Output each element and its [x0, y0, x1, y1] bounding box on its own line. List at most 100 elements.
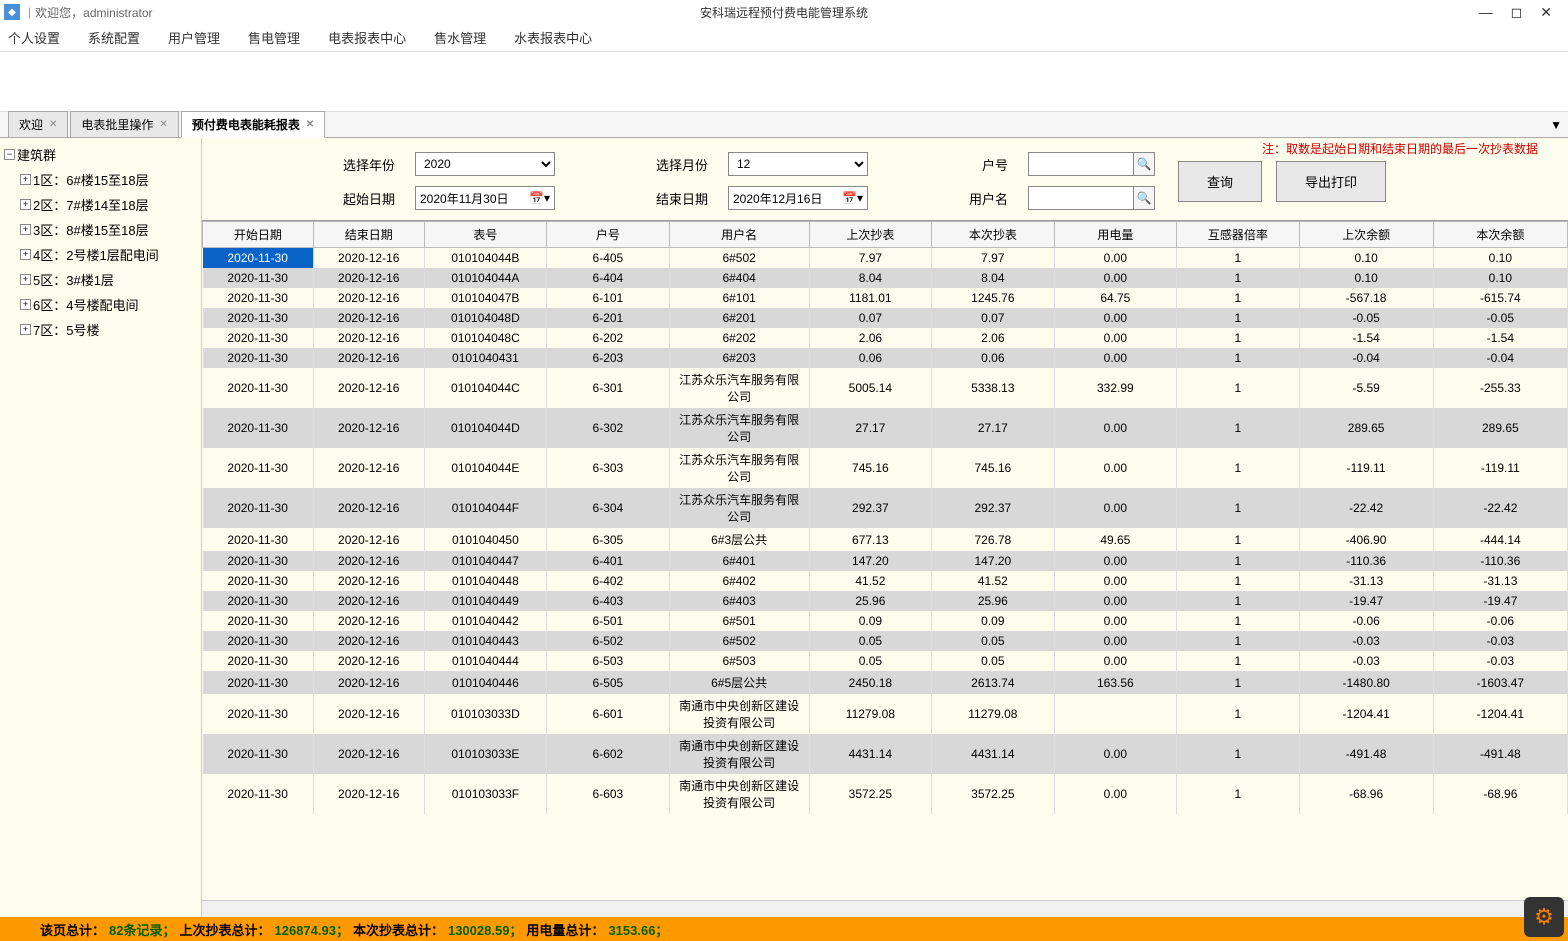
tab[interactable]: 电表批里操作✕	[70, 111, 178, 137]
close-button[interactable]: ✕	[1540, 4, 1552, 21]
table-row[interactable]: 2020-11-302020-12-16010103033E6-602南通市中央…	[203, 734, 1568, 774]
table-cell: 0.00	[1054, 734, 1176, 774]
table-row[interactable]: 2020-11-302020-12-1601010404476-4016#401…	[203, 551, 1568, 571]
table-row[interactable]: 2020-11-302020-12-1601010404446-5036#503…	[203, 651, 1568, 671]
column-header[interactable]: 上次抄表	[809, 222, 931, 248]
menu-item[interactable]: 电表报表中心	[328, 28, 406, 47]
horizontal-scrollbar[interactable]	[202, 900, 1568, 917]
close-icon[interactable]: ✕	[159, 119, 167, 130]
query-button[interactable]: 查询	[1178, 161, 1262, 202]
table-row[interactable]: 2020-11-302020-12-16010103033D6-601南通市中央…	[203, 694, 1568, 734]
table-row[interactable]: 2020-11-302020-12-1601010404436-5026#502…	[203, 631, 1568, 651]
table-cell: 0.00	[1054, 651, 1176, 671]
table-row[interactable]: 2020-11-302020-12-16010104048C6-2026#202…	[203, 328, 1568, 348]
table-row[interactable]: 2020-11-302020-12-1601010404506-3056#3层公…	[203, 528, 1568, 551]
close-icon[interactable]: ✕	[49, 119, 57, 130]
menu-item[interactable]: 个人设置	[8, 28, 60, 47]
tab[interactable]: 预付费电表能耗报表✕	[181, 111, 325, 138]
year-select[interactable]: 2020	[415, 152, 555, 176]
table-row[interactable]: 2020-11-302020-12-16010103033F6-603南通市中央…	[203, 774, 1568, 814]
table-cell: 6#404	[669, 268, 809, 288]
table-cell: 2020-12-16	[313, 308, 424, 328]
column-header[interactable]: 本次余额	[1433, 222, 1567, 248]
table-cell: 2020-12-16	[313, 651, 424, 671]
expand-icon[interactable]: +	[20, 224, 31, 235]
table-row[interactable]: 2020-11-302020-12-16010104047B6-1016#101…	[203, 288, 1568, 308]
account-search-icon[interactable]: 🔍	[1133, 152, 1155, 176]
table-row[interactable]: 2020-11-302020-12-1601010404426-5016#501…	[203, 611, 1568, 631]
tree-node[interactable]: +2区：7#楼14至18层	[0, 192, 201, 217]
expand-icon[interactable]: +	[20, 249, 31, 260]
table-row[interactable]: 2020-11-302020-12-16010104044E6-303江苏众乐汽…	[203, 448, 1568, 488]
table-row[interactable]: 2020-11-302020-12-16010104044F6-304江苏众乐汽…	[203, 488, 1568, 528]
tree-node[interactable]: +4区：2号楼1层配电间	[0, 242, 201, 267]
table-row[interactable]: 2020-11-302020-12-1601010404466-5056#5层公…	[203, 671, 1568, 694]
table-cell: 0.06	[932, 348, 1054, 368]
menu-item[interactable]: 用户管理	[168, 28, 220, 47]
table-cell: 6-505	[547, 671, 669, 694]
table-row[interactable]: 2020-11-302020-12-1601010404316-2036#203…	[203, 348, 1568, 368]
maximize-button[interactable]: ◻	[1511, 4, 1523, 21]
table-cell: 5338.13	[932, 368, 1054, 408]
table-row[interactable]: 2020-11-302020-12-16010104044C6-301江苏众乐汽…	[203, 368, 1568, 408]
tabs-dropdown-icon[interactable]: ▼	[1550, 118, 1562, 132]
export-button[interactable]: 导出打印	[1276, 161, 1386, 202]
username-search-icon[interactable]: 🔍	[1133, 186, 1155, 210]
column-header[interactable]: 本次抄表	[932, 222, 1054, 248]
tab[interactable]: 欢迎✕	[8, 111, 68, 137]
table-cell: -0.04	[1433, 348, 1567, 368]
tree-node[interactable]: +5区：3#楼1层	[0, 267, 201, 292]
table-row[interactable]: 2020-11-302020-12-1601010404486-4026#402…	[203, 571, 1568, 591]
table-cell: 25.96	[932, 591, 1054, 611]
minimize-button[interactable]: —	[1479, 4, 1493, 21]
expand-icon[interactable]: +	[20, 274, 31, 285]
tree-root[interactable]: − 建筑群	[0, 142, 201, 167]
menu-item[interactable]: 售电管理	[248, 28, 300, 47]
expand-icon[interactable]: +	[20, 199, 31, 210]
calendar-icon[interactable]: 📅▾	[842, 191, 863, 205]
start-date-label: 起始日期	[262, 189, 395, 208]
table-cell: 0101040447	[424, 551, 546, 571]
column-header[interactable]: 用户名	[669, 222, 809, 248]
table-cell: 1	[1177, 328, 1299, 348]
content-panel: 注：取数是起始日期和结束日期的最后一次抄表数据 选择年份 2020 选择月份 1…	[202, 138, 1568, 917]
column-header[interactable]: 户号	[547, 222, 669, 248]
menu-item[interactable]: 系统配置	[88, 28, 140, 47]
column-header[interactable]: 结束日期	[313, 222, 424, 248]
table-row[interactable]: 2020-11-302020-12-16010104044D6-302江苏众乐汽…	[203, 408, 1568, 448]
table-row[interactable]: 2020-11-302020-12-1601010404496-4036#403…	[203, 591, 1568, 611]
end-date-input[interactable]: 2020年12月16日📅▾	[728, 186, 868, 210]
table-cell: -1.54	[1433, 328, 1567, 348]
table-cell: 6-403	[547, 591, 669, 611]
tree-node[interactable]: +6区：4号楼配电间	[0, 292, 201, 317]
start-date-input[interactable]: 2020年11月30日📅▾	[415, 186, 555, 210]
account-input[interactable]	[1028, 152, 1133, 176]
table-wrap[interactable]: 开始日期结束日期表号户号用户名上次抄表本次抄表用电量互感器倍率上次余额本次余额 …	[202, 220, 1568, 900]
expand-icon[interactable]: +	[20, 174, 31, 185]
table-cell: 1	[1177, 571, 1299, 591]
close-icon[interactable]: ✕	[306, 119, 314, 130]
table-cell: 2020-11-30	[203, 248, 314, 269]
expand-icon[interactable]: +	[20, 299, 31, 310]
column-header[interactable]: 开始日期	[203, 222, 314, 248]
menu-item[interactable]: 售水管理	[434, 28, 486, 47]
month-select[interactable]: 12	[728, 152, 868, 176]
table-cell: -0.03	[1433, 631, 1567, 651]
table-row[interactable]: 2020-11-302020-12-16010104044B6-4056#502…	[203, 248, 1568, 269]
gear-icon[interactable]: ⚙	[1524, 897, 1564, 937]
table-row[interactable]: 2020-11-302020-12-16010104048D6-2016#201…	[203, 308, 1568, 328]
tree-node[interactable]: +1区：6#楼15至18层	[0, 167, 201, 192]
username-input[interactable]	[1028, 186, 1133, 210]
column-header[interactable]: 用电量	[1054, 222, 1176, 248]
calendar-icon[interactable]: 📅▾	[529, 191, 550, 205]
tree-node[interactable]: +7区：5号楼	[0, 317, 201, 342]
column-header[interactable]: 表号	[424, 222, 546, 248]
table-cell: 6-501	[547, 611, 669, 631]
expand-icon[interactable]: +	[20, 324, 31, 335]
column-header[interactable]: 上次余额	[1299, 222, 1433, 248]
menu-item[interactable]: 水表报表中心	[514, 28, 592, 47]
tree-node[interactable]: +3区：8#楼15至18层	[0, 217, 201, 242]
table-row[interactable]: 2020-11-302020-12-16010104044A6-4046#404…	[203, 268, 1568, 288]
column-header[interactable]: 互感器倍率	[1177, 222, 1299, 248]
collapse-icon[interactable]: −	[4, 149, 15, 160]
